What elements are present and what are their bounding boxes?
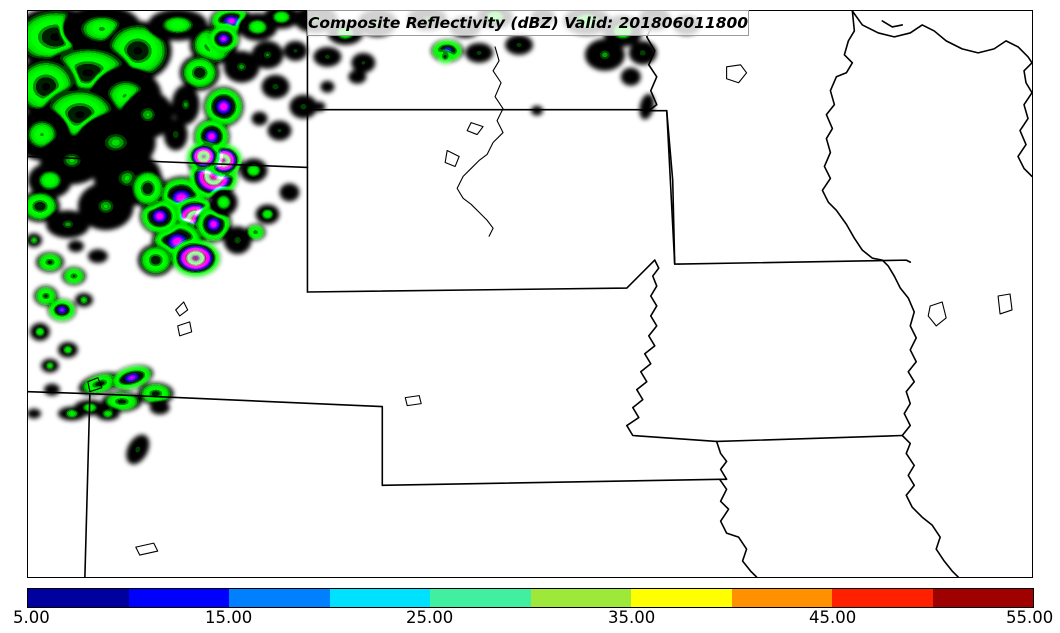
border-co-north	[28, 390, 91, 395]
lake-michigan-shore	[1017, 91, 1032, 178]
colorbar-band-40-45	[731, 589, 832, 607]
colorbar-tick-35: 35.00	[608, 608, 656, 627]
river-missouri	[626, 259, 758, 577]
map-panel	[27, 10, 1033, 578]
colorbar-band-10-15	[128, 589, 229, 607]
echo-line-southwest	[43, 365, 174, 421]
lake-winnebago-outline	[927, 301, 947, 327]
colorbar-band-35-40	[631, 589, 732, 607]
colorbar-band-30-35	[530, 589, 631, 607]
border-nd-sd	[306, 108, 650, 112]
echo-cells-west-scattered	[29, 240, 108, 373]
lake-small-ne-1	[404, 395, 422, 407]
border-ia-mo	[715, 434, 904, 443]
lake-small-sd-1	[175, 301, 189, 317]
river-missouri-nd	[456, 46, 504, 237]
colorbar-tick-45: 45.00	[809, 608, 857, 627]
lake-superior-inner	[881, 20, 904, 28]
lake-small-mi	[997, 293, 1013, 315]
border-wy-south	[28, 155, 309, 169]
colorbar-tick-55: 55.00	[1006, 608, 1054, 627]
colorbar-band-20-25	[329, 589, 430, 607]
colorbar	[27, 588, 1034, 608]
colorbar-band-25-30	[430, 589, 531, 607]
lake-small-wy	[87, 377, 103, 393]
border-ne-ks	[381, 478, 721, 487]
colorbar-band-15-20	[229, 589, 330, 607]
plot-title-box: Composite Reflectivity (dBZ) Valid: 2018…	[307, 10, 749, 36]
echo-cluster-northwest	[28, 11, 174, 239]
river-mississippi	[893, 275, 959, 577]
colorbar-band-45-50	[832, 589, 933, 607]
map-canvas	[28, 11, 1032, 577]
border-co-east	[84, 392, 91, 577]
colorbar-tick-15: 15.00	[205, 608, 253, 627]
colorbar-tick-25: 25.00	[406, 608, 454, 627]
geography-layer	[28, 11, 1032, 577]
border-mn-sd	[647, 109, 680, 265]
lake-small-sd-2	[177, 321, 193, 337]
border-mn-ia	[677, 259, 912, 265]
border-mn-wi	[821, 11, 896, 277]
lake-superior-east	[1023, 62, 1032, 94]
echo-core-strong	[129, 142, 252, 277]
colorbar-tick-labels: 5.00 15.00 25.00 35.00 45.00 55.00	[0, 608, 1060, 633]
border-co-ne	[89, 392, 384, 487]
border-mn-sd-2	[665, 109, 676, 265]
lake-oahe-outline	[444, 149, 460, 167]
border-sd-ne	[306, 259, 656, 293]
lake-devils-outline	[726, 64, 748, 84]
colorbar-band-50-55	[932, 589, 1033, 607]
lake-small-ne-2	[135, 542, 159, 556]
echo-cells-isolated	[28, 111, 268, 465]
colorbar-band-5-10	[28, 589, 129, 607]
radar-reflectivity-field	[28, 11, 701, 465]
plot-title-text: Composite Reflectivity (dBZ) Valid: 2018…	[307, 14, 749, 32]
lake-superior-shore	[851, 11, 1032, 64]
lake-small-nd	[466, 122, 484, 136]
colorbar-tick-5: 5.00	[13, 608, 50, 627]
